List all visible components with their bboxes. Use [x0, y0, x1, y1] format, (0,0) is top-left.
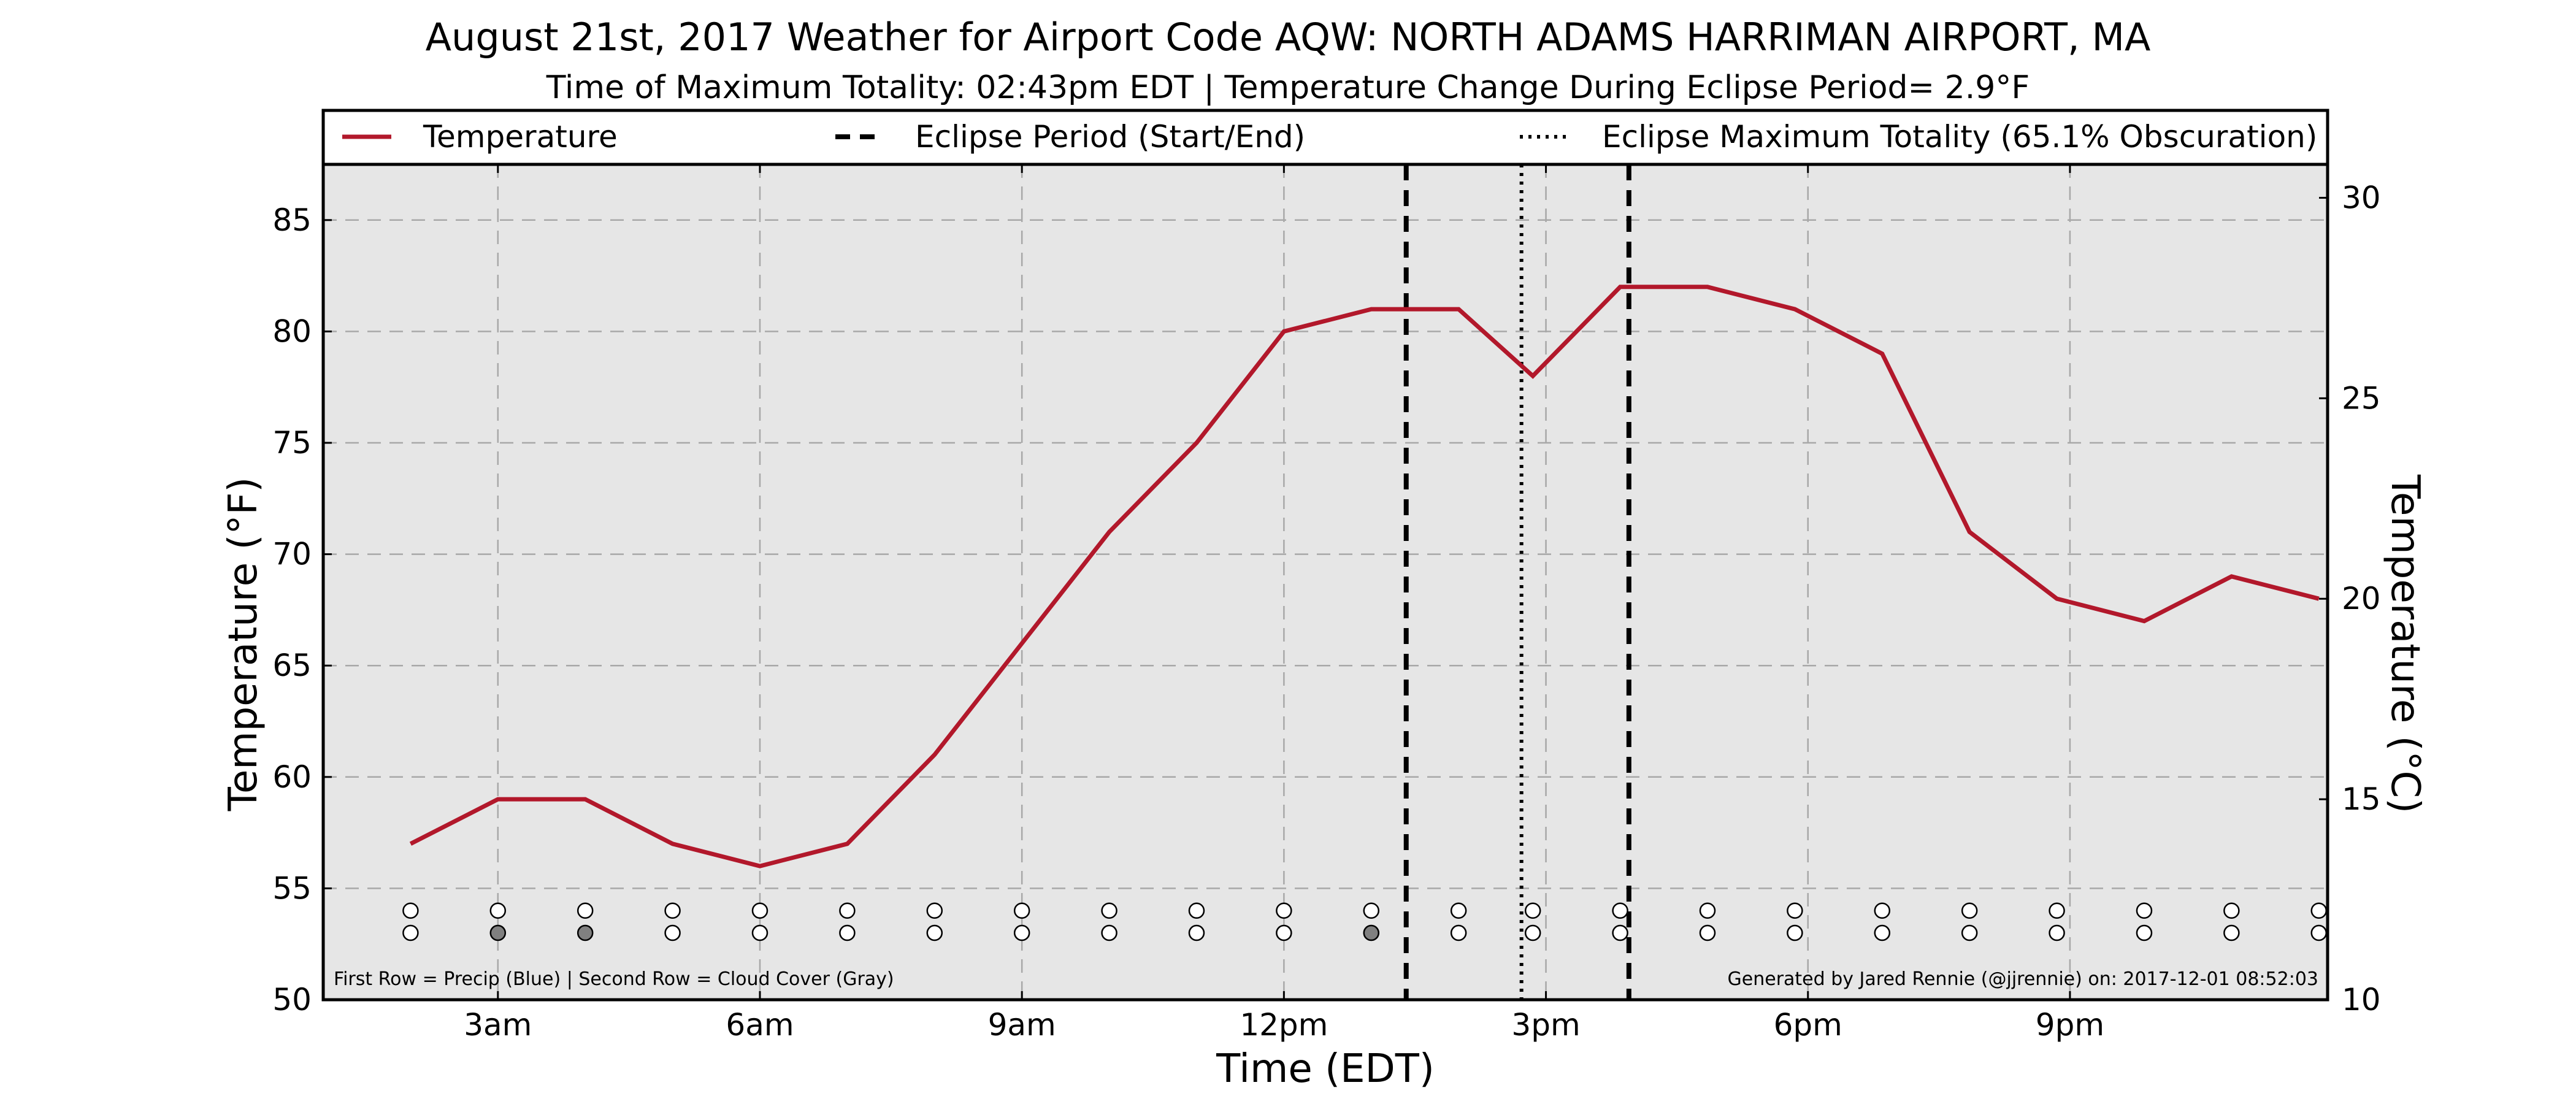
legend-label-temperature: Temperature	[423, 119, 618, 155]
marker-rows	[402, 902, 2328, 941]
y-right-axis-label: Temperature (°C)	[2382, 474, 2428, 813]
precip-marker	[1699, 902, 1716, 919]
y-tick-label: 75	[272, 425, 312, 461]
legend: Temperature Eclipse Period (Start/End) E…	[321, 109, 2329, 166]
x-tick-label: 3am	[464, 1007, 532, 1043]
precip-marker	[1188, 902, 1205, 919]
cloud-marker	[1450, 924, 1467, 941]
y-tick-label: 65	[272, 648, 312, 683]
legend-label-eclipse-period: Eclipse Period (Start/End)	[915, 119, 1305, 155]
cloud-marker	[2223, 924, 2240, 941]
precip-marker	[577, 902, 594, 919]
cloud-marker	[1276, 924, 1292, 941]
y-tick-label: 85	[272, 202, 312, 238]
precip-marker	[751, 902, 769, 919]
x-axis-label: Time (EDT)	[1216, 1046, 1435, 1092]
x-tick-label: 6am	[726, 1007, 794, 1043]
cloud-marker	[1188, 924, 1205, 941]
chart-title: August 21st, 2017 Weather for Airport Co…	[426, 15, 2151, 59]
y-right-axis-ticks: 10 15 20 25 30	[2319, 180, 2381, 1018]
precip-marker	[1787, 902, 1803, 919]
y-tick-label: 70	[272, 537, 312, 572]
cloud-marker	[839, 924, 856, 941]
y-tick-label: 55	[272, 870, 312, 906]
x-tick-label: 12pm	[1240, 1007, 1328, 1043]
cloud-marker	[2049, 924, 2065, 941]
precip-marker	[1363, 902, 1380, 919]
cloud-marker	[1961, 924, 1978, 941]
cloud-marker	[1874, 924, 1891, 941]
cloud-marker	[1612, 924, 1628, 941]
precip-marker	[1874, 902, 1891, 919]
y-tick-label: 60	[272, 759, 312, 795]
cloud-marker	[1013, 924, 1030, 941]
precip-marker	[1276, 902, 1292, 919]
x-axis-ticks: 3am 6am 9am 12pm 3pm 6pm 9pm	[464, 164, 2104, 1043]
y-axis-label: Temperature (°F)	[221, 477, 266, 812]
y-right-tick-label: 15	[2342, 781, 2381, 817]
y-right-tick-label: 10	[2342, 982, 2381, 1018]
precip-marker	[489, 902, 507, 919]
cloud-marker	[1363, 924, 1380, 941]
cloud-marker	[489, 924, 507, 941]
precip-marker	[1524, 902, 1541, 919]
precip-marker	[1450, 902, 1467, 919]
precip-marker	[2310, 902, 2328, 919]
cloud-marker	[664, 924, 681, 941]
cloud-marker	[1524, 924, 1541, 941]
y-right-tick-label: 20	[2342, 581, 2381, 616]
cloud-marker	[577, 924, 594, 941]
x-tick-label: 6pm	[1774, 1007, 1842, 1043]
y-right-tick-label: 30	[2342, 180, 2381, 215]
cloud-marker	[751, 924, 769, 941]
precip-marker	[2136, 902, 2153, 919]
y-tick-label: 50	[272, 982, 312, 1018]
precip-marker	[926, 902, 943, 919]
precip-marker	[2223, 902, 2240, 919]
grid-layer	[323, 164, 2328, 1000]
x-tick-label: 9am	[988, 1007, 1056, 1043]
cloud-marker	[2310, 924, 2328, 941]
chart-subtitle: Time of Maximum Totality: 02:43pm EDT | …	[546, 69, 2030, 106]
x-tick-label: 9pm	[2036, 1007, 2104, 1043]
y-right-tick-label: 25	[2342, 380, 2381, 416]
precip-marker	[2049, 902, 2065, 919]
series-layer	[409, 285, 2320, 868]
eclipse-lines	[1403, 164, 1631, 1000]
y-axis-ticks: 50 55 60 65 70 75 80 85	[272, 202, 332, 1018]
precip-marker	[402, 902, 419, 919]
cloud-marker	[402, 924, 419, 941]
cloud-marker	[1101, 924, 1117, 941]
plot-area	[323, 164, 2328, 1000]
series-line-temperature	[409, 285, 2320, 868]
precip-marker	[839, 902, 856, 919]
precip-marker	[1612, 902, 1628, 919]
cloud-marker	[1787, 924, 1803, 941]
footnote-right: Generated by Jared Rennie (@jjrennie) on…	[1728, 968, 2318, 990]
precip-marker	[1961, 902, 1978, 919]
cloud-marker	[1699, 924, 1716, 941]
legend-box	[321, 109, 2329, 166]
cloud-marker	[2136, 924, 2153, 941]
x-tick-label: 3pm	[1511, 1007, 1580, 1043]
precip-marker	[1013, 902, 1030, 919]
precip-marker	[664, 902, 681, 919]
precip-marker	[1101, 902, 1117, 919]
legend-label-eclipse-max: Eclipse Maximum Totality (65.1% Obscurat…	[1602, 119, 2317, 155]
cloud-marker	[926, 924, 943, 941]
footnote-left: First Row = Precip (Blue) | Second Row =…	[334, 968, 894, 990]
y-tick-label: 80	[272, 313, 312, 349]
